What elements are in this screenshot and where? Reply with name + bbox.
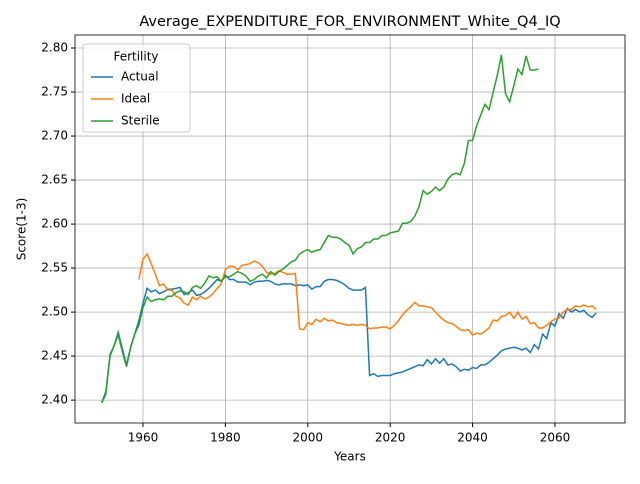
y-tick-label: 2.45 [41,349,68,363]
data-line [101,54,539,404]
legend-label: Ideal [121,92,150,106]
y-tick-label: 2.55 [41,261,68,275]
y-tick-label: 2.65 [41,173,68,187]
y-tick-label: 2.70 [41,129,68,143]
y-tick-label: 2.50 [41,305,68,319]
y-tick-label: 2.60 [41,217,68,231]
data-line [101,273,597,404]
y-tick-label: 2.40 [41,393,68,407]
y-tick-label: 2.80 [41,41,68,55]
chart-title: Average_EXPENDITURE_FOR_ENVIRONMENT_Whit… [139,14,560,30]
legend-label: Sterile [121,114,160,128]
x-tick-label: 2020 [375,431,406,445]
legend-label: Actual [121,70,159,84]
legend-title: Fertility [113,50,158,64]
y-tick-label: 2.75 [41,85,68,99]
x-tick-label: 2000 [292,431,323,445]
y-axis-label: Score(1-3) [15,198,29,261]
x-tick-label: 2060 [540,431,571,445]
legend-box [82,43,191,133]
x-tick-label: 1960 [128,431,159,445]
x-tick-label: 2040 [457,431,488,445]
x-tick-label: 1980 [210,431,241,445]
x-axis-label: Years [333,450,366,464]
plot-frame [74,34,626,424]
data-line [138,252,597,336]
